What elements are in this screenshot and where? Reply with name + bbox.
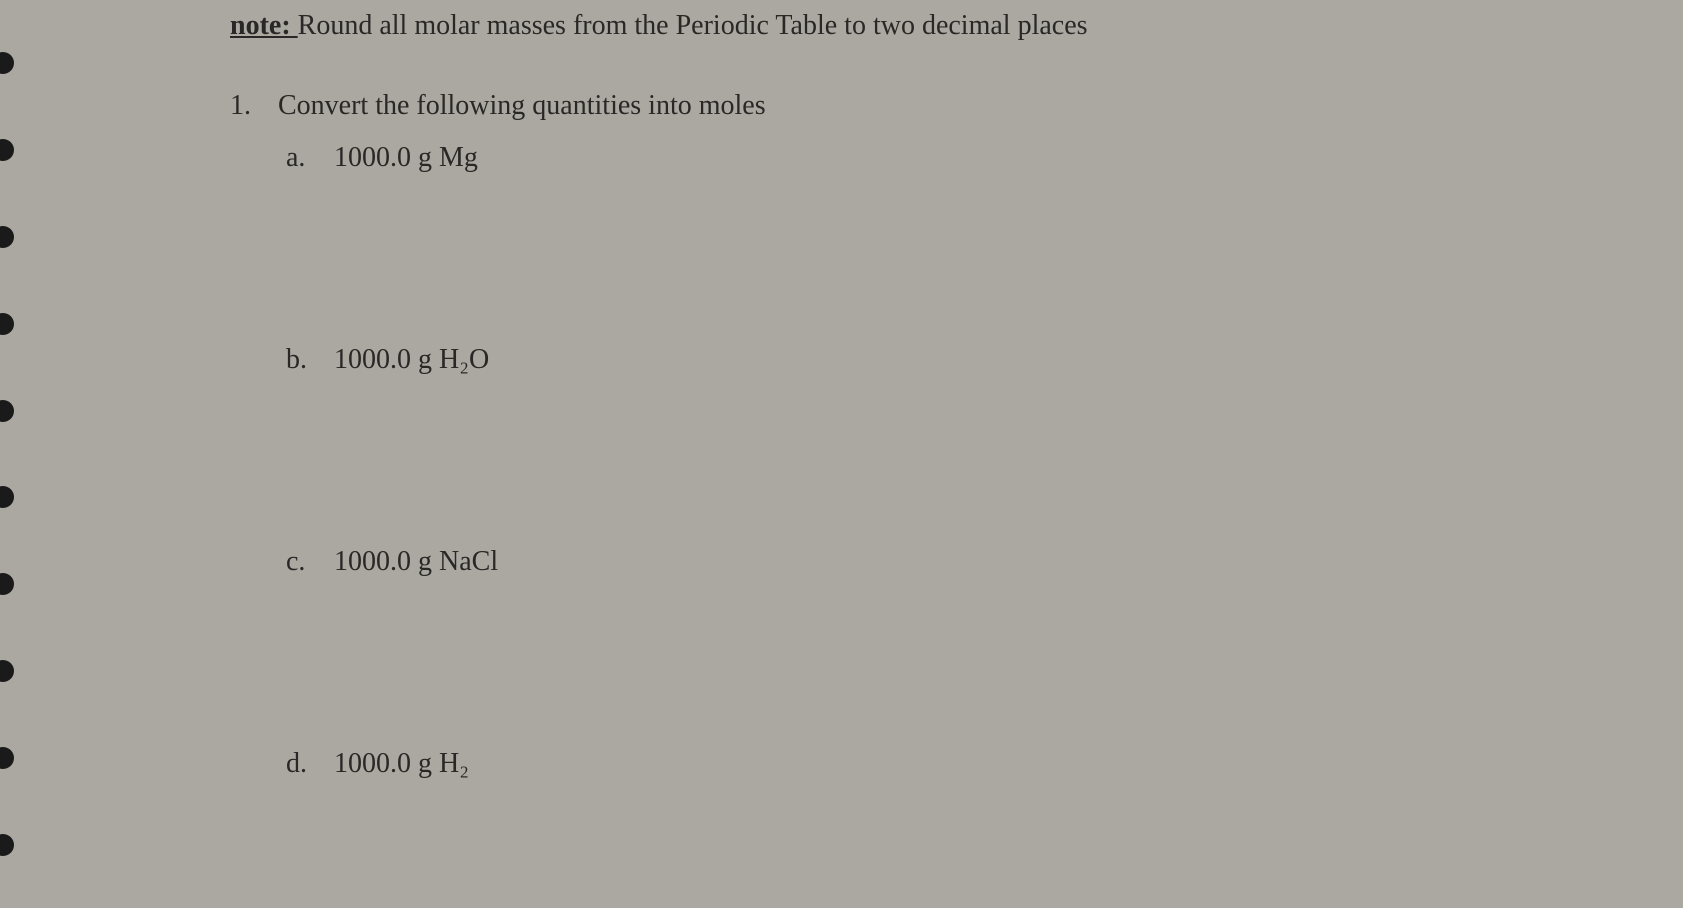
note-text: Round all molar masses from the Periodic… [298, 10, 1088, 41]
sub-text: 1000.0 g H₂ [334, 748, 1643, 780]
spiral-hole [0, 660, 14, 682]
sub-letter: d. [286, 748, 334, 780]
spiral-hole [0, 400, 14, 422]
sub-letter: c. [286, 546, 334, 578]
spiral-hole [0, 747, 14, 769]
spiral-hole [0, 486, 14, 508]
question-number: 1. [230, 90, 278, 122]
spiral-hole [0, 573, 14, 595]
sub-item-b: b. 1000.0 g H₂O [286, 344, 1643, 376]
sub-text: 1000.0 g Mg [334, 142, 1643, 174]
spiral-hole [0, 52, 14, 74]
spiral-hole [0, 313, 14, 335]
note-label: note: [230, 10, 298, 41]
sub-letter: b. [286, 344, 334, 376]
note-line: note: Round all molar masses from the Pe… [230, 10, 1643, 42]
spiral-hole [0, 139, 14, 161]
spiral-hole [0, 226, 14, 248]
sub-text: 1000.0 g H₂O [334, 344, 1643, 376]
question-text: Convert the following quantities into mo… [278, 90, 1643, 122]
sub-item-a: a. 1000.0 g Mg [286, 142, 1643, 174]
spiral-binding [0, 0, 30, 908]
sub-item-c: c. 1000.0 g NaCl [286, 546, 1643, 578]
worksheet-content: note: Round all molar masses from the Pe… [230, 10, 1643, 780]
sub-item-d: d. 1000.0 g H₂ [286, 748, 1643, 780]
sub-text: 1000.0 g NaCl [334, 546, 1643, 578]
spiral-hole [0, 834, 14, 856]
question-1: 1. Convert the following quantities into… [230, 90, 1643, 122]
sub-letter: a. [286, 142, 334, 174]
